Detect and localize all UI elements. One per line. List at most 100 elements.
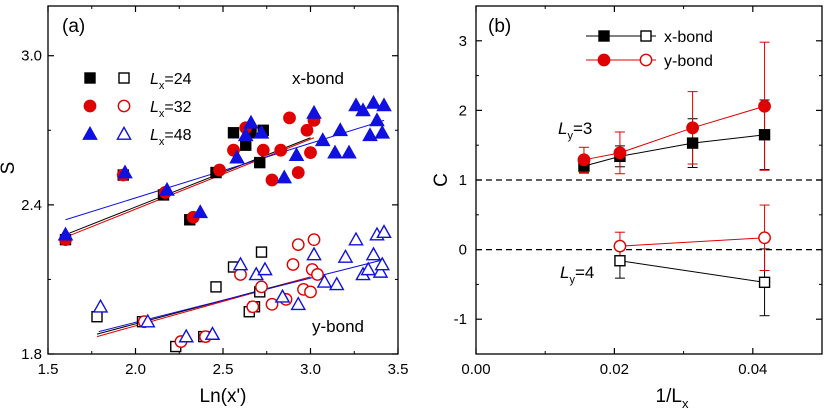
panel-a-ytick-label: 3.0 (21, 48, 42, 65)
data-point (614, 255, 626, 267)
data-point (304, 146, 317, 160)
panel-b-ytick-label: 0 (459, 242, 467, 259)
data-point (311, 268, 324, 281)
data-point (328, 276, 345, 291)
data-point (306, 104, 322, 119)
data-point (316, 273, 333, 288)
panel-b-ylabel: C (431, 173, 452, 187)
panel-b-xlabel: 1/Lx (656, 386, 689, 411)
data-point (286, 258, 300, 271)
data-point (376, 97, 392, 112)
data-point (758, 129, 771, 141)
data-point (276, 169, 293, 184)
legend-marker-filled (82, 125, 98, 140)
data-point (265, 297, 279, 311)
data-point (341, 144, 357, 159)
panel-a-xtick-label: 3.0 (300, 361, 321, 378)
data-point (237, 127, 254, 142)
panel-a-ytick-label: 2.4 (21, 197, 42, 214)
annotation-ly4-main: L (560, 263, 569, 282)
data-point (192, 204, 209, 219)
panel-a: (a) Ln(x') S x-bond y-bond 1.5 2.0 2.5 3.0 3… (0, 5, 408, 407)
data-point (374, 124, 391, 139)
data-point (257, 261, 273, 276)
data-point (686, 121, 699, 135)
data-point (365, 94, 382, 109)
legend-label-sub: x (159, 80, 165, 92)
panel-a-ylabel: S (0, 162, 19, 175)
legend-label: y-bond (664, 53, 713, 70)
annotation-ly4: Ly=4 (560, 263, 594, 286)
data-point (758, 231, 771, 245)
annotation-ly4-sub: y (569, 274, 575, 286)
legend-label-suffix: =24 (164, 71, 191, 88)
legend-marker-filled (84, 72, 96, 84)
panel-b-legend: x-bond y-bond (586, 29, 713, 70)
panel-b-xtick-label: 0.00 (461, 361, 490, 378)
legend-label: x-bond (664, 29, 713, 46)
data-point (327, 144, 343, 159)
legend-marker-open (116, 125, 132, 140)
data-point (304, 285, 317, 299)
data-point (234, 268, 247, 281)
data-point (355, 102, 371, 117)
legend-label-sub: x (159, 136, 165, 148)
legend-label-suffix: =48 (164, 127, 191, 144)
panel-a-annotation-ybond: y-bond (312, 317, 364, 336)
data-point (348, 231, 364, 246)
legend-label-sub: x (159, 108, 165, 120)
data-point (210, 281, 222, 293)
annotation-ly4-suffix: =4 (575, 263, 594, 282)
data-point (240, 139, 252, 151)
legend-label-main: L (150, 99, 159, 116)
data-point (332, 122, 349, 137)
data-point (362, 127, 378, 142)
data-point (91, 311, 103, 323)
legend-label: Lx=48 (150, 127, 192, 148)
data-point (274, 288, 291, 303)
data-point (291, 238, 305, 252)
panel-b-xtick-label: 0.04 (738, 361, 767, 378)
data-point (306, 246, 322, 261)
panel-b-xtick-label: 0.02 (600, 361, 629, 378)
panel-a-points (57, 94, 392, 353)
data-point (229, 149, 245, 164)
legend-marker-open (639, 53, 653, 67)
data-point (256, 143, 270, 157)
series-line (583, 134, 765, 167)
data-point (288, 147, 305, 161)
data-point (274, 143, 288, 157)
data-point (265, 173, 279, 187)
data-point (337, 249, 354, 263)
legend-marker-open (117, 99, 131, 113)
data-point (178, 328, 195, 343)
data-point (255, 246, 268, 258)
data-point (300, 123, 314, 137)
legend-label: Lx=32 (150, 99, 192, 120)
data-point (213, 163, 226, 177)
series-line (583, 105, 765, 161)
fit-line (65, 137, 315, 238)
legend-label-suffix: =32 (164, 99, 191, 116)
panel-a-xtick-label: 2.5 (213, 361, 234, 378)
data-point (758, 99, 771, 113)
data-point (758, 276, 771, 289)
legend-label-main: L (150, 71, 159, 88)
legend-marker-filled (83, 99, 97, 113)
data-point (686, 137, 699, 149)
data-point (117, 164, 133, 179)
panel-a-xtick-label: 2.0 (125, 361, 146, 378)
data-point (290, 296, 307, 311)
data-point (613, 146, 627, 160)
panel-a-annotation-xbond: x-bond (292, 69, 344, 88)
panel-b-series (577, 41, 771, 317)
data-point (255, 280, 268, 294)
series-line (619, 237, 765, 247)
panel-a-xlabel: Ln(x') (200, 386, 247, 407)
data-point (283, 111, 296, 125)
data-point (365, 246, 382, 261)
data-point (57, 226, 74, 241)
data-point (139, 313, 156, 328)
legend-label: Lx=24 (150, 71, 192, 92)
legend-marker-open (118, 72, 130, 84)
